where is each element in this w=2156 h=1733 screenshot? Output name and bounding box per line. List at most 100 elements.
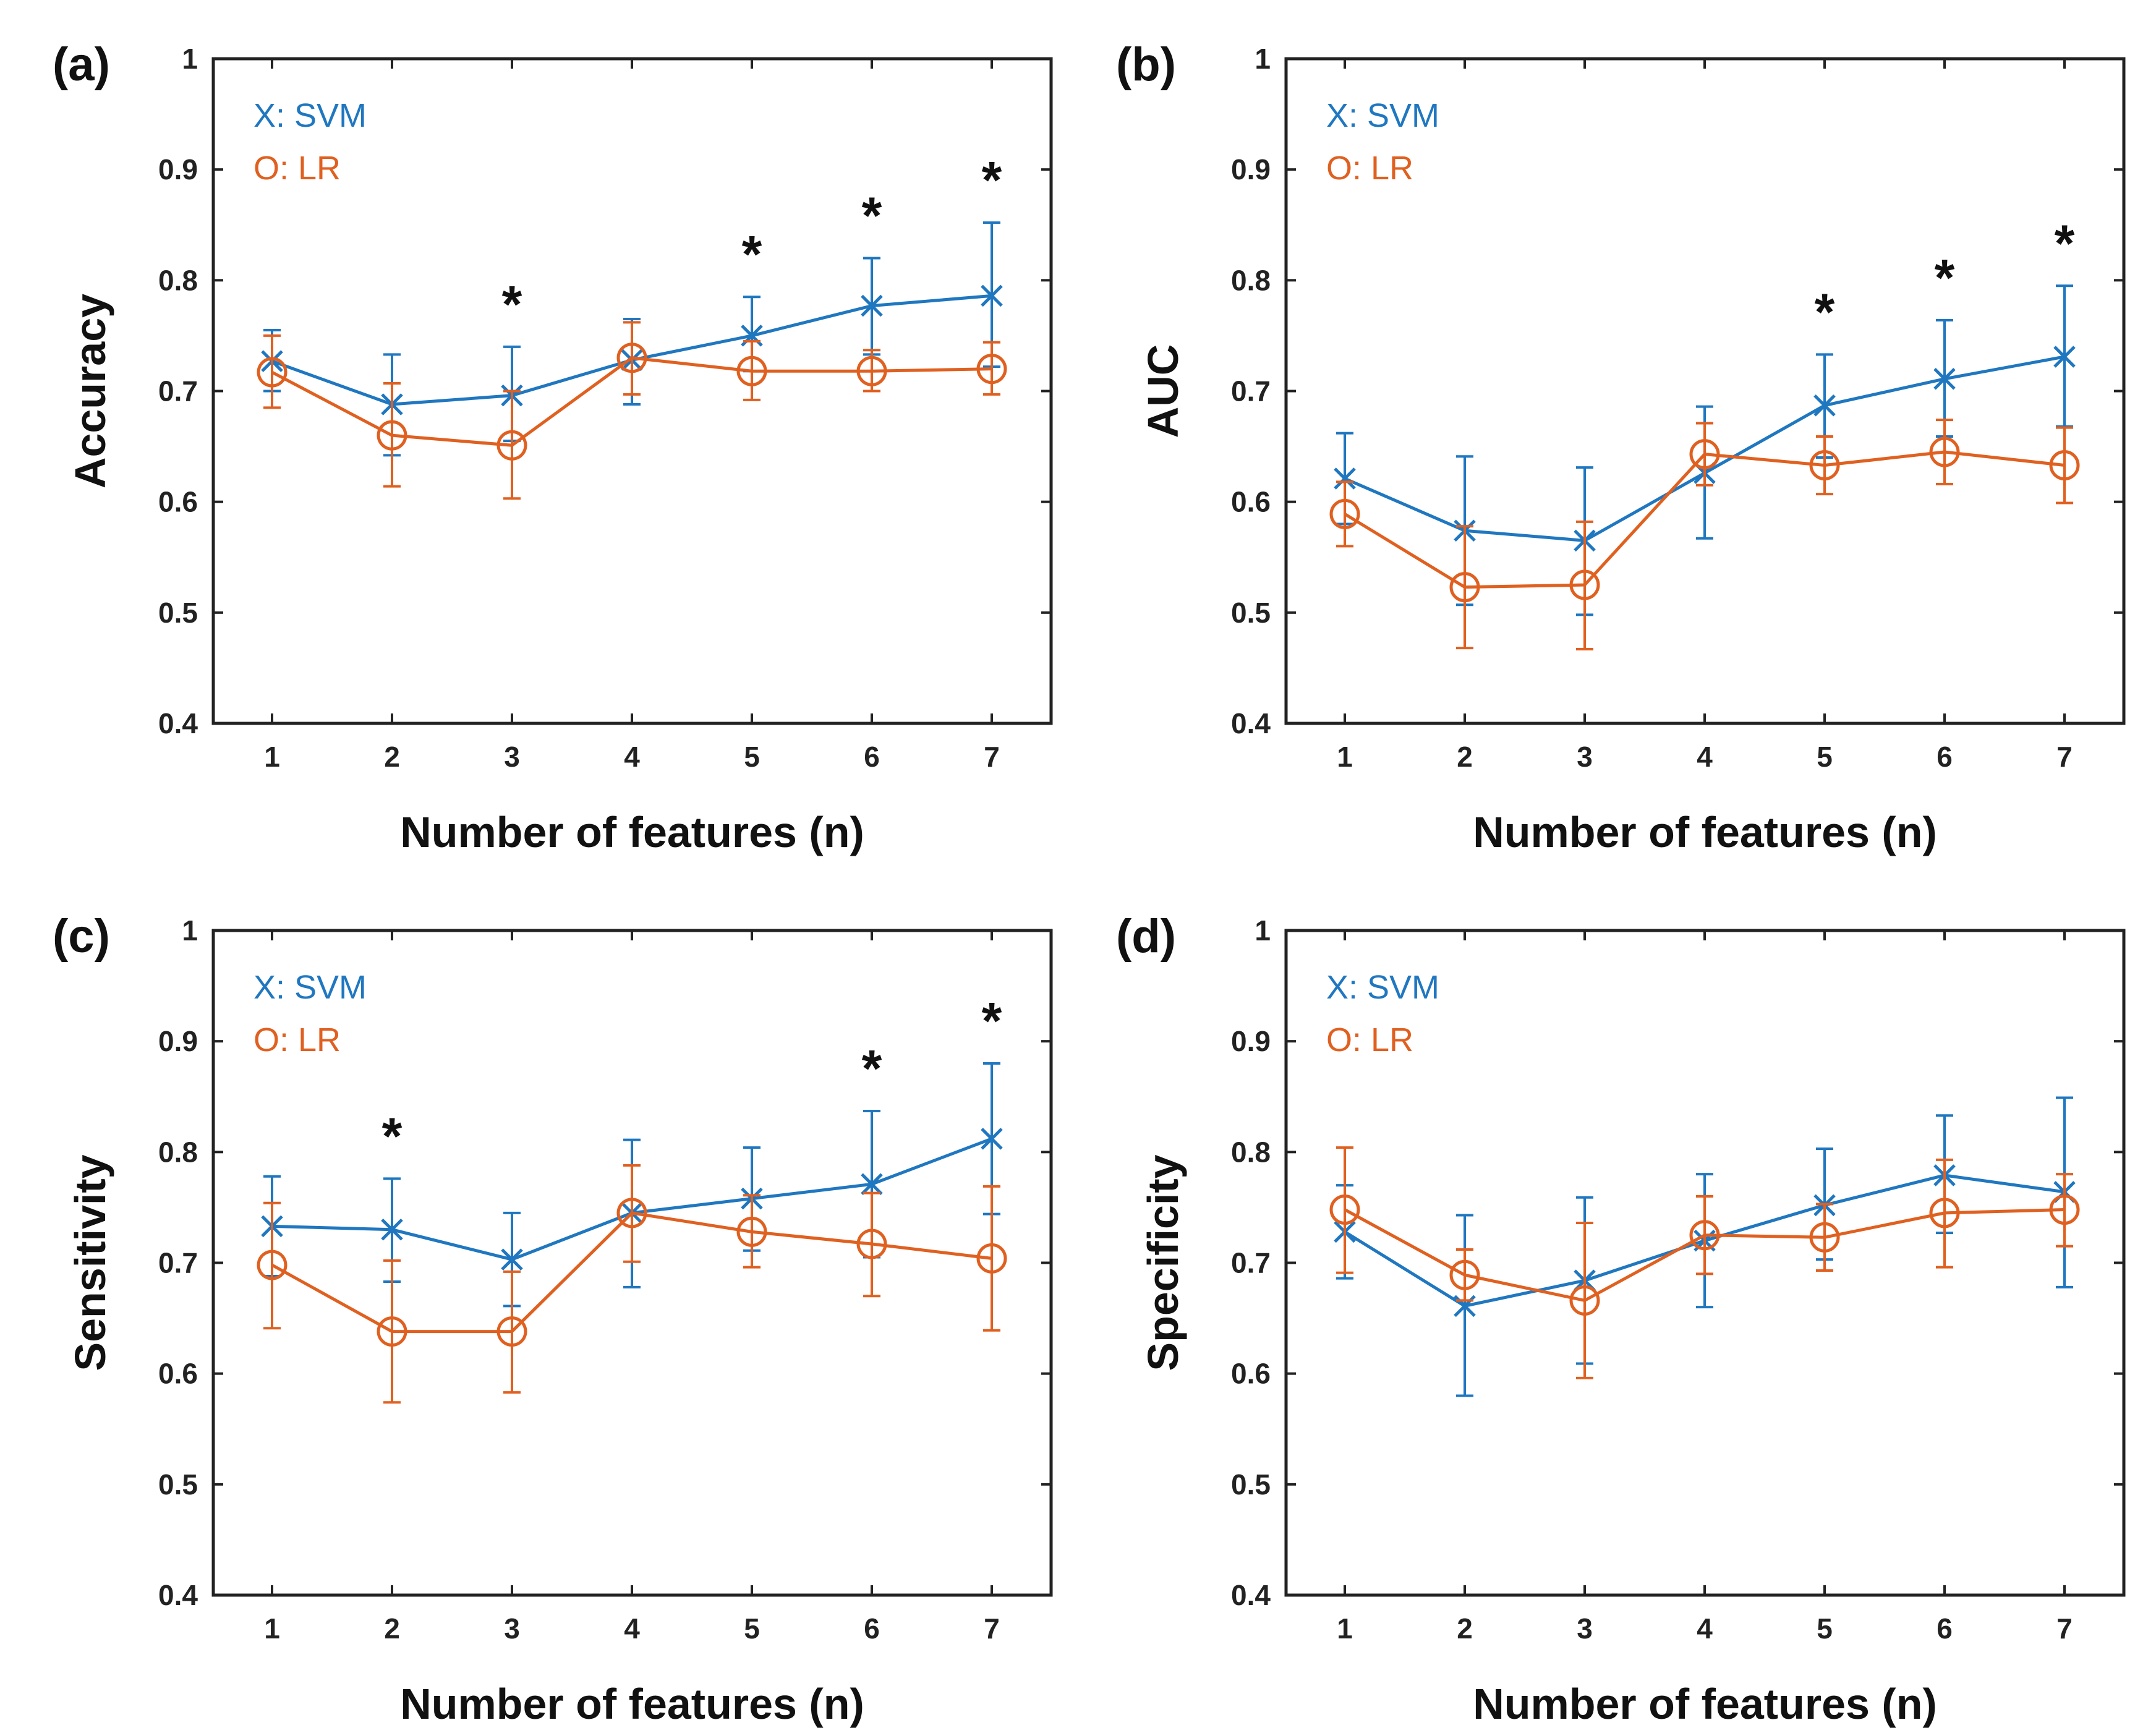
x-axis-label: Number of features (n) [1473, 1680, 1937, 1728]
marker-x-stroke [861, 1173, 883, 1196]
data-point-svm [861, 294, 883, 317]
significance-star: * [2055, 214, 2075, 272]
data-point-lr [1449, 572, 1480, 603]
y-tick-label: 0.8 [1231, 264, 1271, 296]
y-tick-label: 0.4 [1231, 707, 1271, 739]
data-point-lr [1449, 1259, 1480, 1290]
x-tick-label: 7 [984, 1612, 1000, 1645]
data-point-lr [496, 430, 527, 461]
y-tick-label: 0.9 [1231, 1025, 1271, 1057]
y-tick-label: 0.7 [1231, 375, 1271, 407]
data-point-lr [1329, 498, 1360, 529]
y-tick-label: 0.4 [1231, 1579, 1271, 1611]
significance-star: * [862, 1039, 882, 1097]
series-line [271, 1211, 992, 1334]
data-point-svm [1813, 394, 1836, 417]
data-point-lr [856, 1228, 887, 1259]
marker-x-stroke [1933, 368, 1956, 390]
legend-entry-svm: X: SVM [254, 969, 367, 1006]
marker-x-stroke [2053, 346, 2076, 368]
chart-panel-b: (b) 0.4 0.5 0.6 0.7 0.8 0.9 1 1 2 3 4 5 6 7 Number of f… [1116, 38, 2126, 856]
data-point-lr [1929, 1198, 1960, 1228]
significance-star: * [982, 151, 1002, 209]
data-point-svm [981, 284, 1003, 307]
data-point-lr [1689, 439, 1720, 470]
series-lr [257, 321, 1007, 500]
chart-panel-d: (d) 0.4 0.5 0.6 0.7 0.8 0.9 1 1 2 3 4 5 6 7 Number of f… [1116, 910, 2126, 1728]
marker-x-stroke [1813, 394, 1836, 417]
y-tick-label: 1 [1255, 914, 1271, 947]
significance-star: * [982, 992, 1002, 1050]
y-tick-label: 0.7 [158, 375, 198, 407]
legend-entry-svm: X: SVM [1326, 969, 1439, 1006]
y-tick-label: 0.7 [158, 1247, 198, 1279]
data-point-lr [257, 357, 288, 388]
legend-entry-lr: O: LR [254, 1021, 341, 1058]
x-tick-label: 7 [2056, 741, 2073, 773]
x-tick-label: 1 [264, 1612, 280, 1645]
y-tick-label: 0.7 [1231, 1247, 1271, 1279]
y-tick-label: 0.5 [1231, 597, 1271, 629]
x-tick-label: 3 [1577, 1612, 1593, 1645]
legend-entry-lr: O: LR [1326, 150, 1413, 187]
data-point-lr [976, 1243, 1007, 1274]
x-tick-label: 2 [384, 741, 400, 773]
y-tick-label: 0.6 [1231, 1358, 1271, 1390]
data-point-lr [1569, 1285, 1600, 1316]
legend-entry-lr: O: LR [254, 150, 341, 187]
x-tick-label: 3 [504, 741, 520, 773]
data-point-lr [1569, 569, 1600, 600]
chart-panel-c: (c) 0.4 0.5 0.6 0.7 0.8 0.9 1 1 2 3 4 5 6 7 Number of f… [53, 910, 1053, 1728]
x-tick-label: 7 [984, 741, 1000, 773]
x-tick-label: 6 [1937, 1612, 1953, 1645]
x-tick-label: 1 [1337, 1612, 1353, 1645]
data-point-lr [2049, 1194, 2080, 1225]
y-tick-label: 1 [182, 914, 198, 947]
legend-entry-svm: X: SVM [254, 97, 367, 134]
series-line [1344, 450, 2065, 589]
y-tick-label: 0.9 [158, 153, 198, 185]
panel-label: (c) [53, 910, 110, 963]
x-axis-label: Number of features (n) [1473, 808, 1937, 856]
panel-label: (d) [1116, 910, 1176, 963]
y-tick-label: 0.8 [158, 1136, 198, 1168]
x-tick-label: 2 [1457, 1612, 1473, 1645]
x-tick-label: 7 [2056, 1612, 2073, 1645]
legend-entry-svm: X: SVM [1326, 97, 1439, 134]
x-tick-label: 3 [504, 1612, 520, 1645]
marker-x-stroke [861, 294, 883, 317]
data-point-svm [2053, 346, 2076, 368]
significance-star: * [1815, 283, 1835, 341]
y-tick-label: 0.6 [1231, 486, 1271, 518]
panel-label: (a) [53, 38, 110, 91]
marker-x-stroke [981, 284, 1003, 307]
x-tick-label: 1 [1337, 741, 1353, 773]
significance-star: * [1935, 249, 1955, 307]
x-tick-label: 2 [1457, 741, 1473, 773]
x-tick-label: 6 [864, 1612, 880, 1645]
data-point-svm [381, 1218, 403, 1241]
panel-label: (b) [1116, 38, 1176, 91]
y-tick-label: 0.6 [158, 1358, 198, 1390]
y-tick-label: 0.5 [158, 597, 198, 629]
x-axis-label: Number of features (n) [400, 1680, 864, 1728]
data-point-svm [1933, 368, 1956, 390]
x-tick-label: 2 [384, 1612, 400, 1645]
x-tick-label: 3 [1577, 741, 1593, 773]
y-tick-label: 0.5 [1231, 1468, 1271, 1501]
significance-star: * [862, 187, 882, 245]
data-point-svm [981, 1128, 1003, 1150]
marker-x-stroke [981, 1128, 1003, 1150]
y-tick-label: 0.9 [158, 1025, 198, 1057]
x-tick-label: 5 [744, 1612, 760, 1645]
x-tick-label: 4 [624, 1612, 640, 1645]
y-tick-label: 0.6 [158, 486, 198, 518]
x-tick-label: 4 [1697, 741, 1713, 773]
y-tick-label: 1 [1255, 43, 1271, 75]
data-point-lr [736, 1216, 767, 1247]
data-point-lr [976, 354, 1007, 385]
marker-x-stroke [501, 1248, 523, 1271]
data-point-lr [2049, 450, 2080, 481]
